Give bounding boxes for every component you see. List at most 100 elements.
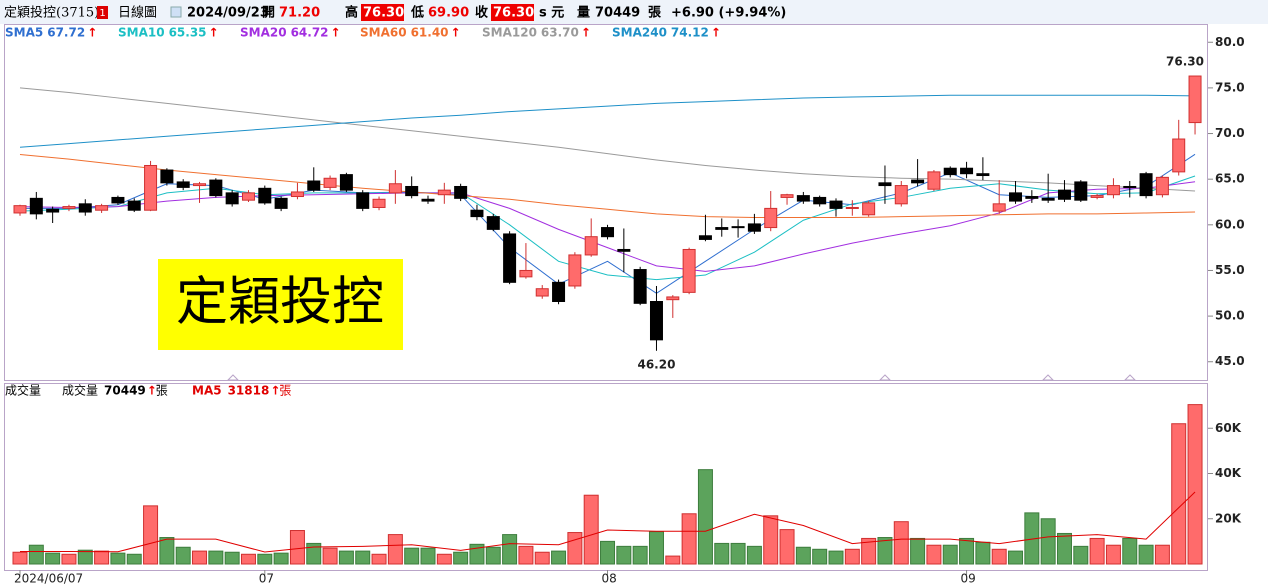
volume-bar — [828, 550, 844, 565]
volume-bar — [371, 553, 387, 565]
up-arrow: ↑ — [87, 26, 97, 40]
candle-body — [862, 202, 876, 216]
volume-bar — [844, 548, 860, 565]
close-label: 收 — [475, 5, 489, 21]
y-tick-label: 80.0 — [1215, 35, 1245, 49]
candle-body — [535, 288, 549, 297]
volume-bar — [257, 553, 273, 565]
volume-bar — [208, 550, 224, 565]
ma-line — [19, 94, 1196, 148]
volume-bar — [551, 550, 567, 565]
candle-body — [274, 197, 288, 209]
candle-body — [144, 164, 158, 211]
candle-body — [225, 192, 239, 205]
volume-bar — [861, 537, 877, 565]
candle-body — [633, 269, 647, 304]
volume-bar — [942, 544, 958, 565]
marker — [1041, 374, 1055, 381]
candle-body — [1009, 192, 1023, 202]
candle-body — [552, 281, 566, 302]
volume-bar — [583, 494, 599, 565]
volume-bar — [192, 550, 208, 565]
volume-bar — [45, 552, 61, 565]
checkbox[interactable] — [170, 6, 182, 18]
volume-bar — [959, 537, 975, 565]
volume-bar — [61, 553, 77, 565]
x-tick-label: 09 — [961, 572, 976, 586]
candle-body — [911, 179, 925, 184]
up-arrow: ↑ — [581, 26, 591, 40]
volume-bar — [404, 547, 420, 565]
candle-body — [698, 235, 712, 240]
legend-unit: 張 — [156, 384, 168, 398]
candle-body — [747, 223, 761, 232]
ma-line — [19, 87, 1196, 192]
legend-name: SMA5 — [5, 26, 43, 40]
date: 2024/09/23 — [187, 6, 269, 21]
candle-body — [1090, 195, 1104, 198]
y-tick-label: 70.0 — [1215, 126, 1245, 140]
volume-bar — [534, 551, 550, 565]
candle-body — [519, 269, 533, 278]
low-label: 低 — [410, 5, 424, 21]
volume-bar — [1008, 550, 1024, 565]
volume-bar — [975, 541, 991, 565]
volume-bar — [436, 553, 452, 565]
watermark-box — [158, 259, 403, 350]
legend-name: SMA240 — [612, 26, 667, 40]
open: 71.20 — [279, 6, 320, 21]
marker — [878, 374, 892, 381]
volume-bar — [485, 546, 501, 565]
candle-body — [976, 173, 990, 177]
volume-bar — [665, 555, 681, 565]
volume-bar — [991, 548, 1007, 565]
candle-body — [813, 196, 827, 205]
legend-value: 65.35 — [169, 26, 207, 40]
volume-bar — [469, 543, 485, 565]
candle-body — [764, 207, 778, 229]
marker — [226, 374, 240, 381]
change: +6.90 (+9.94%) — [671, 6, 786, 21]
up-arrow: ↑ — [147, 384, 157, 398]
header-bar — [0, 0, 1268, 24]
volume-bar — [1154, 544, 1170, 565]
legend-name: 成交量 — [62, 383, 98, 398]
candle-body — [405, 185, 419, 197]
candle-body — [1041, 197, 1055, 201]
candle-body — [1155, 176, 1169, 196]
high-box — [361, 4, 404, 21]
candle-body — [290, 191, 304, 198]
y-tick-label: 50.0 — [1215, 309, 1245, 323]
candle-body — [127, 200, 141, 211]
y-tick-label: 60.0 — [1215, 217, 1245, 231]
up-arrow: ↑ — [451, 26, 461, 40]
y-tick-label: 40K — [1215, 466, 1242, 480]
volume-bar — [877, 537, 893, 565]
volume-bar — [600, 540, 616, 565]
candle-body — [894, 185, 908, 205]
candle-body — [1139, 173, 1153, 197]
volume-bar — [795, 546, 811, 565]
volume-bar — [306, 542, 322, 565]
close: 76.30 — [493, 6, 534, 21]
candle-body — [584, 236, 598, 256]
volume-bar — [746, 545, 762, 565]
volume-bar — [453, 551, 469, 565]
legend-value: 63.70 — [541, 26, 579, 40]
volume-bar — [632, 545, 648, 565]
volume-bar — [1073, 545, 1089, 565]
annotation: 46.20 — [637, 357, 675, 371]
candle-body — [1188, 75, 1202, 124]
candle-body — [160, 169, 174, 184]
candle-body — [193, 183, 207, 187]
panel-label: 成交量 — [5, 383, 41, 398]
volume-bar — [812, 548, 828, 565]
legend-value: 61.40 — [411, 26, 449, 40]
volume-label: 量 — [577, 6, 590, 21]
candle-body — [927, 171, 941, 190]
candle-body — [943, 167, 957, 176]
volume-bar — [12, 551, 28, 565]
high: 76.30 — [363, 6, 404, 21]
volume-bar — [567, 532, 583, 565]
